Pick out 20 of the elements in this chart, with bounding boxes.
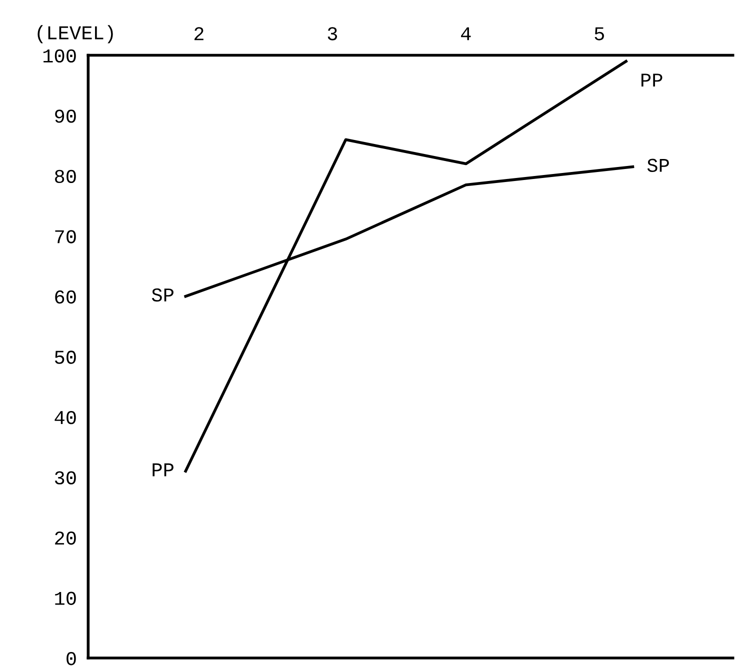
- y-tick-label: 90: [55, 110, 76, 123]
- y-tick-label: 40: [54, 410, 76, 424]
- x-axis-title: (LEVEL): [38, 25, 113, 44]
- y-tick-label: 100: [43, 49, 76, 63]
- y-tick-label: 0: [66, 652, 76, 666]
- y-tick-label: 60: [55, 290, 76, 304]
- x-tick-label: 2: [194, 27, 204, 40]
- text: PP: [642, 74, 662, 87]
- y-tick-label: 80: [54, 170, 76, 184]
- y-tick-label: 50: [54, 350, 76, 364]
- y-tick-label: 30: [54, 471, 76, 484]
- y-tick-label: 70: [55, 230, 76, 244]
- text: SP: [647, 158, 669, 172]
- y-tick-label: 10: [55, 592, 76, 605]
- x-tick-label: 3: [328, 27, 338, 40]
- series-label: PP: [152, 463, 174, 476]
- series-label: SP: [152, 288, 174, 302]
- x-tick-label: 5: [594, 27, 604, 40]
- x-tick-label: 4: [461, 27, 471, 40]
- y-tick-label: 20: [55, 532, 76, 545]
